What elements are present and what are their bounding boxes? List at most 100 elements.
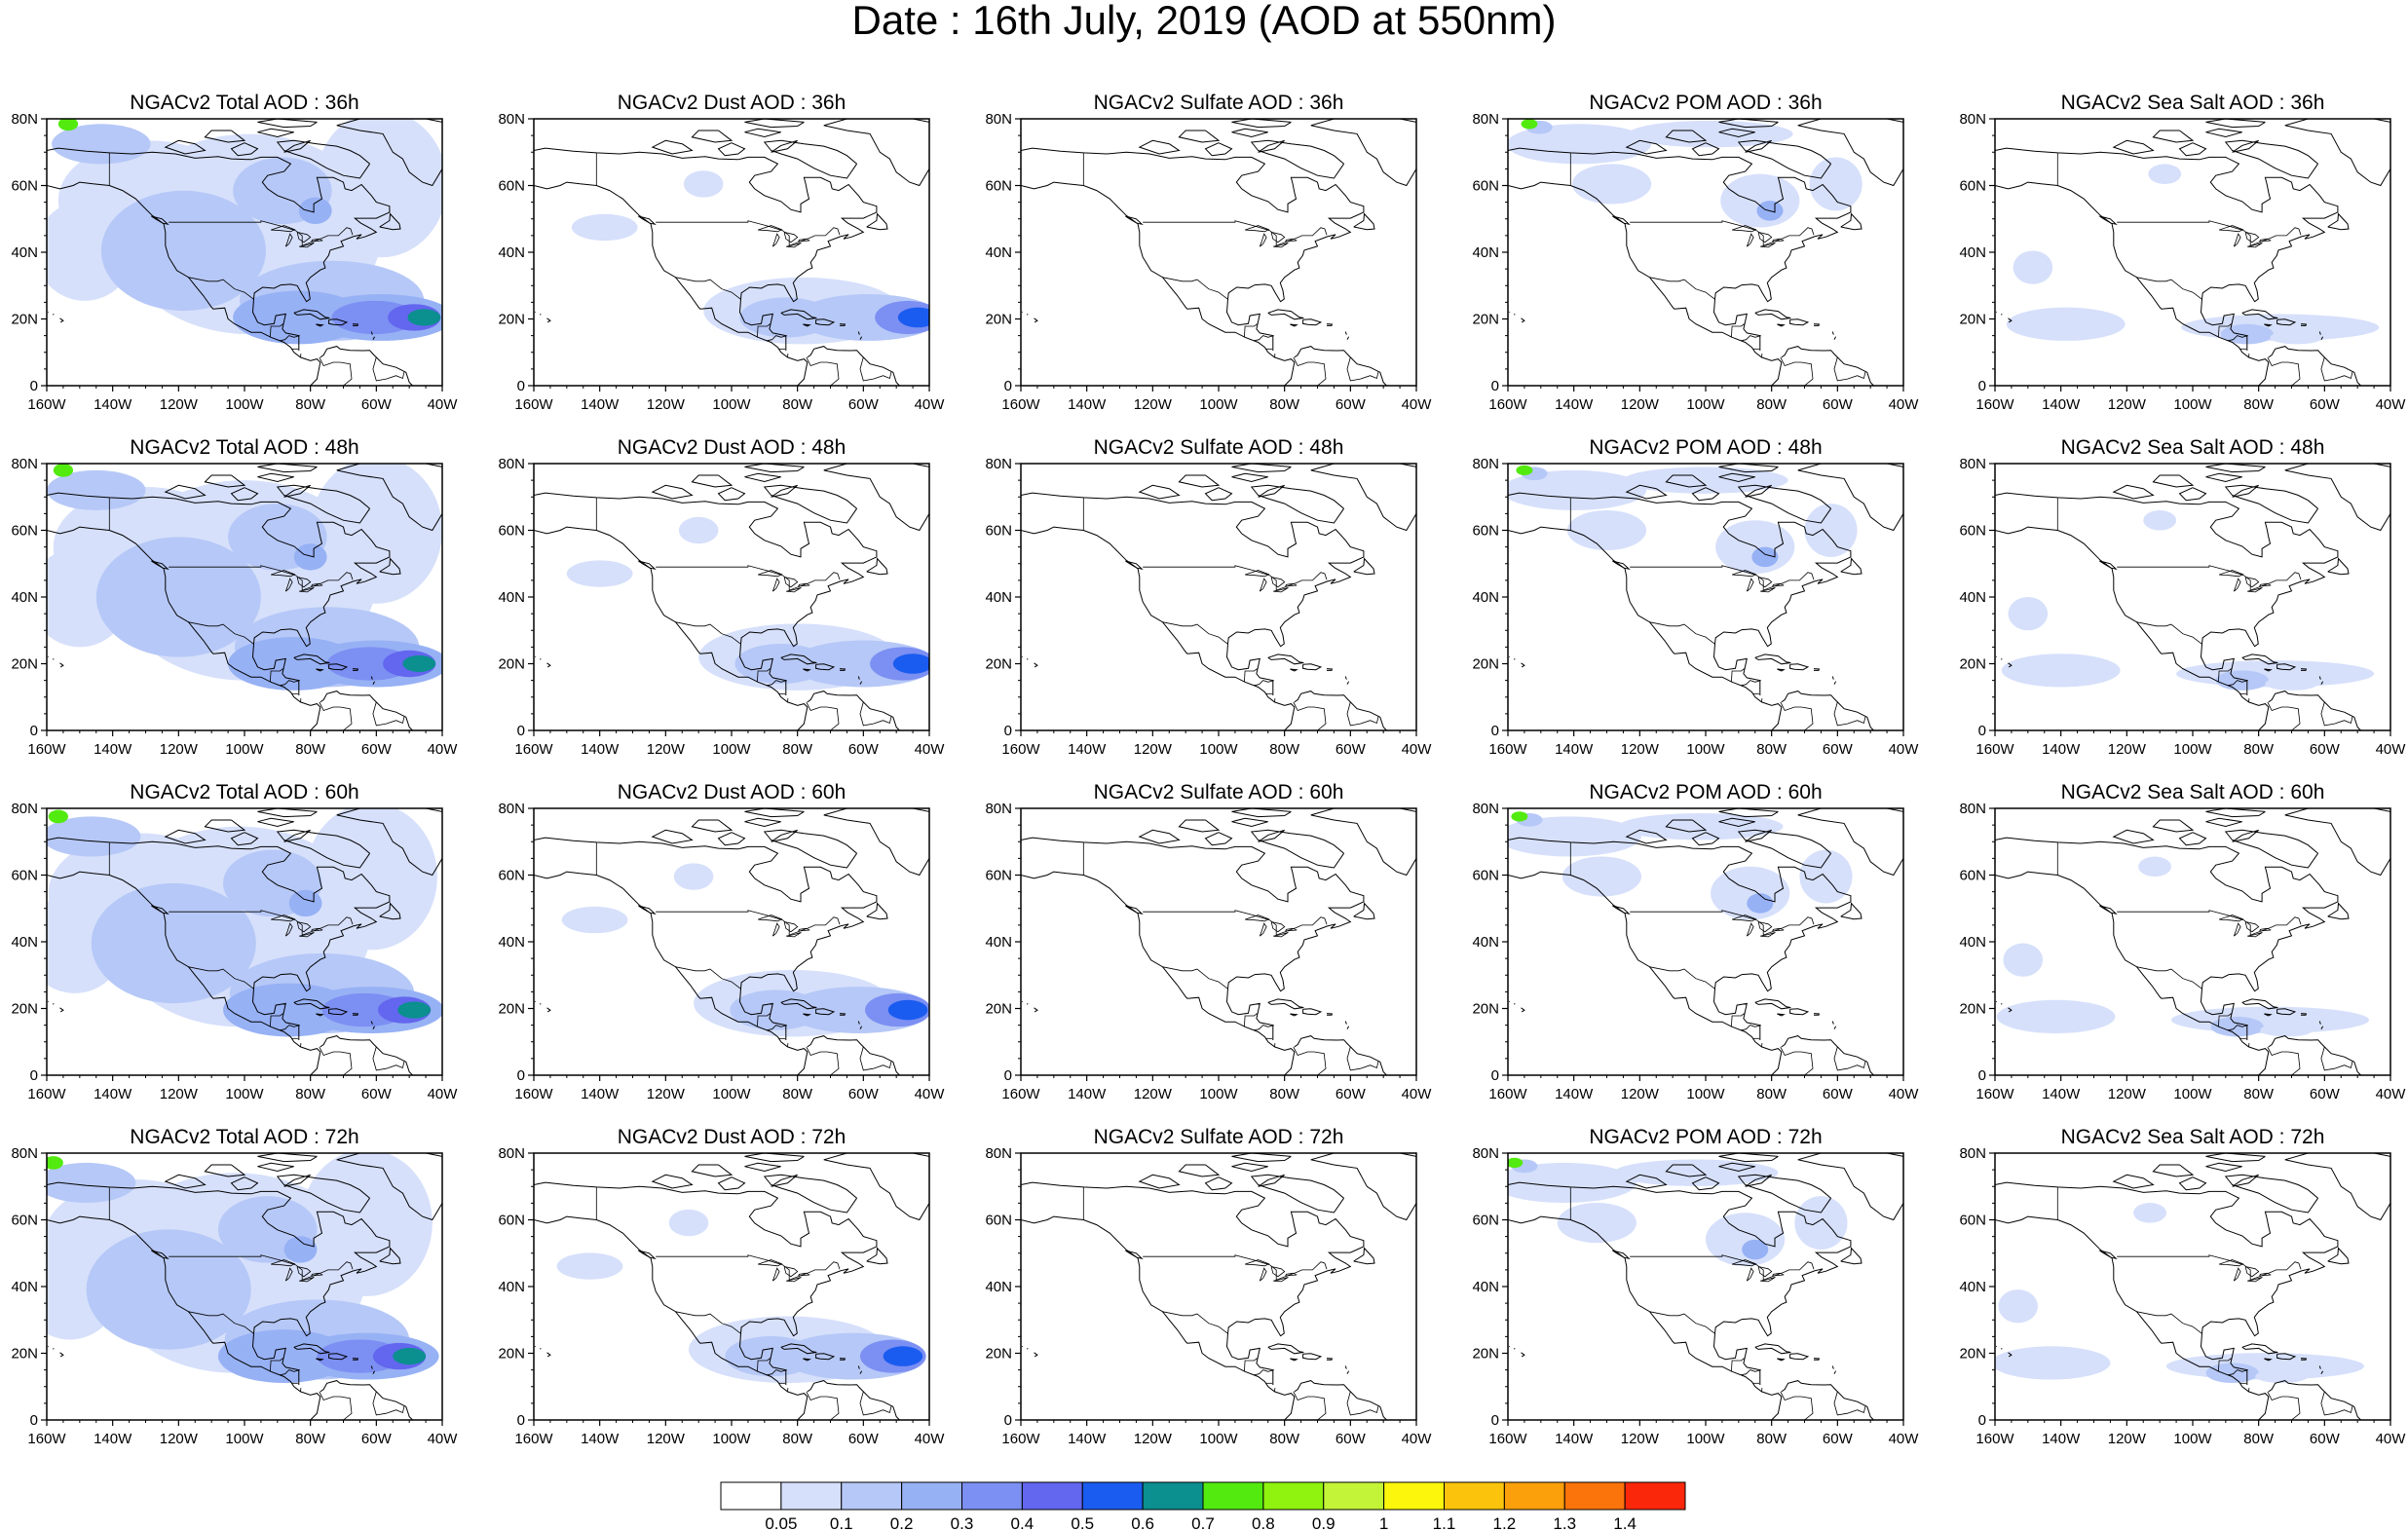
political-border bbox=[783, 577, 799, 588]
political-border bbox=[284, 922, 293, 937]
colorbar-label: 0.1 bbox=[830, 1514, 853, 1531]
coastline bbox=[379, 212, 401, 231]
coastline bbox=[47, 837, 391, 1040]
political-border bbox=[2117, 1254, 2302, 1281]
lon-tick-label: 60W bbox=[848, 396, 880, 413]
map-panel: NGACv2 Dust AOD : 72h 160W 140W 120W 100W 80W… bbox=[498, 1126, 945, 1447]
political-border bbox=[1244, 1013, 1258, 1027]
panel-title: NGACv2 POM AOD : 60h bbox=[1589, 781, 1822, 803]
lon-tick-label: 160W bbox=[27, 396, 66, 413]
panel-title: NGACv2 Dust AOD : 36h bbox=[618, 92, 847, 114]
coastline bbox=[370, 331, 373, 335]
political-border bbox=[1741, 1369, 1761, 1376]
coastline bbox=[1258, 829, 1286, 842]
lat-tick-label: 0 bbox=[1491, 1412, 1499, 1429]
coastline bbox=[771, 484, 799, 498]
coastline bbox=[316, 323, 324, 327]
colorbar-swatch bbox=[901, 1481, 962, 1511]
lon-tick-label: 120W bbox=[647, 1086, 686, 1102]
political-border bbox=[798, 927, 810, 932]
lat-tick-label: 60N bbox=[11, 523, 38, 540]
coastline bbox=[859, 1026, 863, 1029]
coastline bbox=[1250, 829, 1345, 869]
coastline bbox=[2320, 681, 2324, 685]
political-border bbox=[1162, 277, 1228, 300]
coastline bbox=[293, 998, 330, 1010]
coastline bbox=[370, 1365, 373, 1369]
lat-tick-label: 40N bbox=[1472, 934, 1499, 951]
political-border bbox=[675, 1311, 741, 1334]
lon-tick-label: 160W bbox=[514, 396, 553, 413]
political-border bbox=[296, 1266, 312, 1278]
political-border bbox=[270, 1013, 283, 1027]
aod-contour-fill bbox=[315, 119, 442, 258]
coastline bbox=[1021, 147, 1365, 351]
coastline bbox=[2318, 331, 2321, 335]
coastline bbox=[2224, 1174, 2319, 1214]
aod-contour-fill bbox=[57, 119, 79, 131]
political-border bbox=[2117, 910, 2302, 936]
coastline bbox=[293, 309, 330, 320]
political-border bbox=[859, 701, 892, 727]
aod-contour-fill bbox=[310, 464, 442, 604]
lon-tick-label: 80W bbox=[1756, 396, 1787, 413]
lat-tick-label: 40N bbox=[1472, 1279, 1499, 1295]
political-border bbox=[270, 915, 296, 922]
coastline bbox=[59, 317, 64, 323]
lat-tick-label: 60N bbox=[1959, 523, 1986, 540]
coastline bbox=[151, 560, 169, 571]
map-panel: NGACv2 Total AOD : 72h 160W 140W 120W 100W 80… bbox=[11, 1126, 458, 1447]
coastline bbox=[1231, 464, 1292, 473]
political-border bbox=[656, 910, 841, 936]
coastline bbox=[2008, 1352, 2013, 1358]
coastline bbox=[638, 905, 657, 915]
lon-tick-label: 120W bbox=[647, 741, 686, 758]
political-border bbox=[1649, 621, 1715, 645]
coastline bbox=[780, 653, 817, 665]
coastline bbox=[1231, 472, 1268, 483]
coastline bbox=[1302, 1353, 1323, 1361]
coastline bbox=[763, 829, 858, 869]
lat-tick-label: 20N bbox=[985, 1346, 1012, 1363]
coastline bbox=[1521, 1352, 1525, 1358]
coastline bbox=[1831, 676, 1834, 680]
map-panel: NGACv2 Sea Salt AOD : 72h 160W 140W 120W 100… bbox=[1959, 1126, 2406, 1447]
coastline bbox=[1290, 1013, 1298, 1017]
lat-tick-label: 60N bbox=[985, 178, 1012, 195]
lon-tick-label: 60W bbox=[361, 1086, 393, 1102]
coastline bbox=[2205, 128, 2242, 138]
coastline bbox=[744, 128, 781, 138]
lon-tick-label: 60W bbox=[2310, 1431, 2341, 1447]
coastline bbox=[1353, 557, 1375, 576]
aod-contour-fill bbox=[1742, 1239, 1769, 1260]
coastline bbox=[1326, 668, 1334, 671]
coastline bbox=[2241, 998, 2278, 1010]
lon-tick-label: 40W bbox=[1402, 396, 1433, 413]
political-border bbox=[1244, 1259, 1270, 1267]
coastline bbox=[283, 139, 312, 153]
coastline bbox=[1995, 837, 2339, 1040]
political-border bbox=[767, 680, 787, 687]
coastline bbox=[2205, 817, 2242, 828]
political-border bbox=[1772, 582, 1785, 587]
aod-contour-fill bbox=[1715, 520, 1795, 575]
lat-tick-label: 20N bbox=[1959, 1001, 1986, 1018]
coastline bbox=[370, 1021, 373, 1025]
coastline bbox=[336, 1153, 442, 1221]
coastline bbox=[379, 557, 401, 576]
coastline bbox=[763, 484, 858, 524]
coastline bbox=[320, 691, 413, 730]
colorbar-swatch bbox=[720, 1481, 782, 1511]
lon-tick-label: 100W bbox=[1686, 741, 1725, 758]
coastline bbox=[257, 128, 294, 138]
coastline bbox=[1353, 902, 1375, 920]
coastline bbox=[1346, 336, 1350, 340]
lon-tick-label: 100W bbox=[1199, 396, 1238, 413]
coastline bbox=[1833, 681, 1837, 685]
coastline bbox=[1665, 130, 1708, 143]
political-border bbox=[169, 220, 354, 246]
lon-tick-label: 160W bbox=[1975, 1086, 2014, 1102]
lon-tick-label: 160W bbox=[27, 1086, 66, 1102]
coastline bbox=[1508, 147, 1852, 351]
